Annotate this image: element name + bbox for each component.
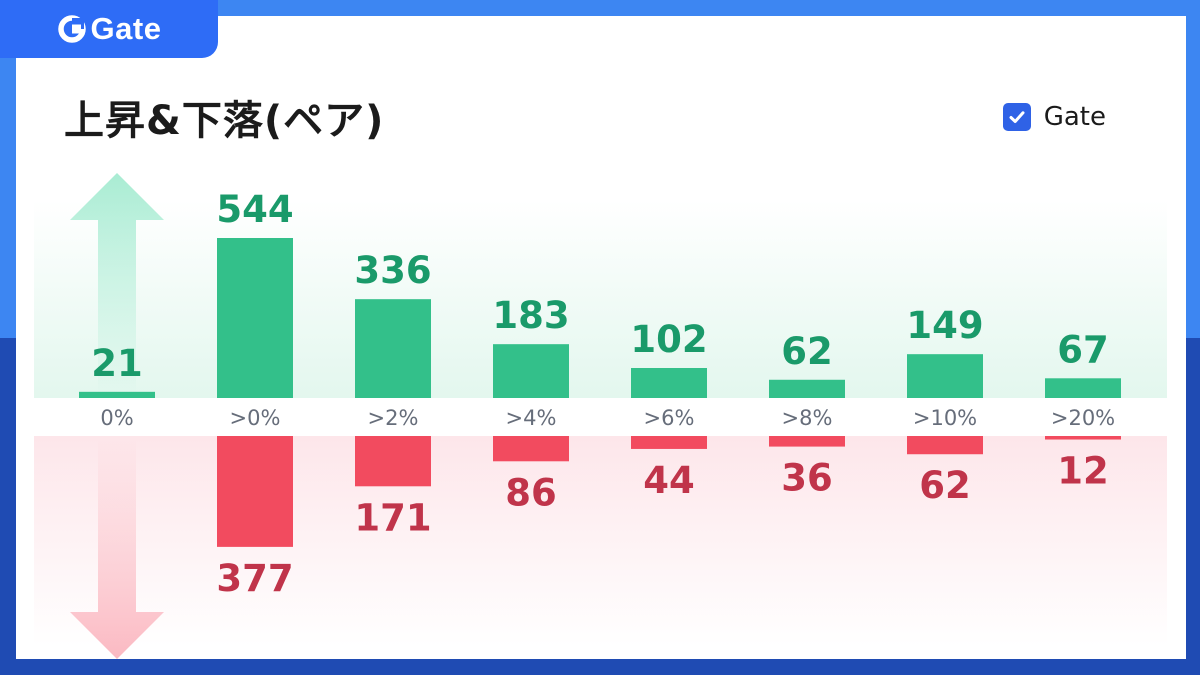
up-bar <box>1045 378 1121 398</box>
up-value-label: 544 <box>216 188 293 231</box>
up-arrow-icon <box>70 173 164 398</box>
up-background <box>34 200 1167 398</box>
down-value-label: 36 <box>781 457 833 500</box>
down-value-label: 171 <box>354 496 431 539</box>
up-value-label: 62 <box>781 330 833 373</box>
down-bar <box>493 436 569 462</box>
down-bar <box>1045 436 1121 440</box>
check-icon <box>1009 111 1025 123</box>
up-bar <box>355 299 431 398</box>
down-value-label: 44 <box>643 459 695 502</box>
category-label: 0% <box>100 406 133 430</box>
legend[interactable]: Gate <box>1002 102 1106 132</box>
down-value-label: 12 <box>1057 450 1109 493</box>
up-bar <box>769 379 845 398</box>
up-value-label: 183 <box>492 294 569 337</box>
down-value-label: 86 <box>505 471 557 514</box>
down-bar <box>355 436 431 487</box>
up-value-label: 336 <box>354 249 431 292</box>
chart-title: 上昇&下落(ペア) <box>64 98 385 144</box>
gate-logo-icon <box>57 15 86 43</box>
up-value-label: 149 <box>906 304 983 347</box>
legend-checkbox[interactable] <box>1002 103 1031 131</box>
category-label: >6% <box>644 406 695 430</box>
up-bar <box>631 368 707 398</box>
up-bar <box>907 354 983 398</box>
down-background <box>34 436 1167 646</box>
up-value-label: 21 <box>91 342 143 385</box>
down-bar <box>217 436 293 547</box>
category-label: >10% <box>913 406 977 430</box>
up-value-label: 67 <box>1057 328 1109 371</box>
up-bar <box>493 344 569 398</box>
up-bar <box>217 238 293 398</box>
brand-name: Gate <box>90 11 162 46</box>
down-value-label: 62 <box>919 464 971 507</box>
up-bar <box>79 391 155 398</box>
down-bar <box>769 436 845 447</box>
down-bar <box>907 436 983 455</box>
brand-logo: Gate <box>0 0 218 58</box>
category-label: >20% <box>1051 406 1115 430</box>
category-label: >2% <box>368 406 419 430</box>
category-label: >0% <box>230 406 281 430</box>
category-label: >4% <box>506 406 557 430</box>
down-bar <box>631 436 707 449</box>
legend-label: Gate <box>1043 102 1106 132</box>
down-arrow-icon <box>70 436 164 659</box>
up-value-label: 102 <box>630 318 707 361</box>
down-value-label: 377 <box>216 557 293 600</box>
category-label: >8% <box>782 406 833 430</box>
